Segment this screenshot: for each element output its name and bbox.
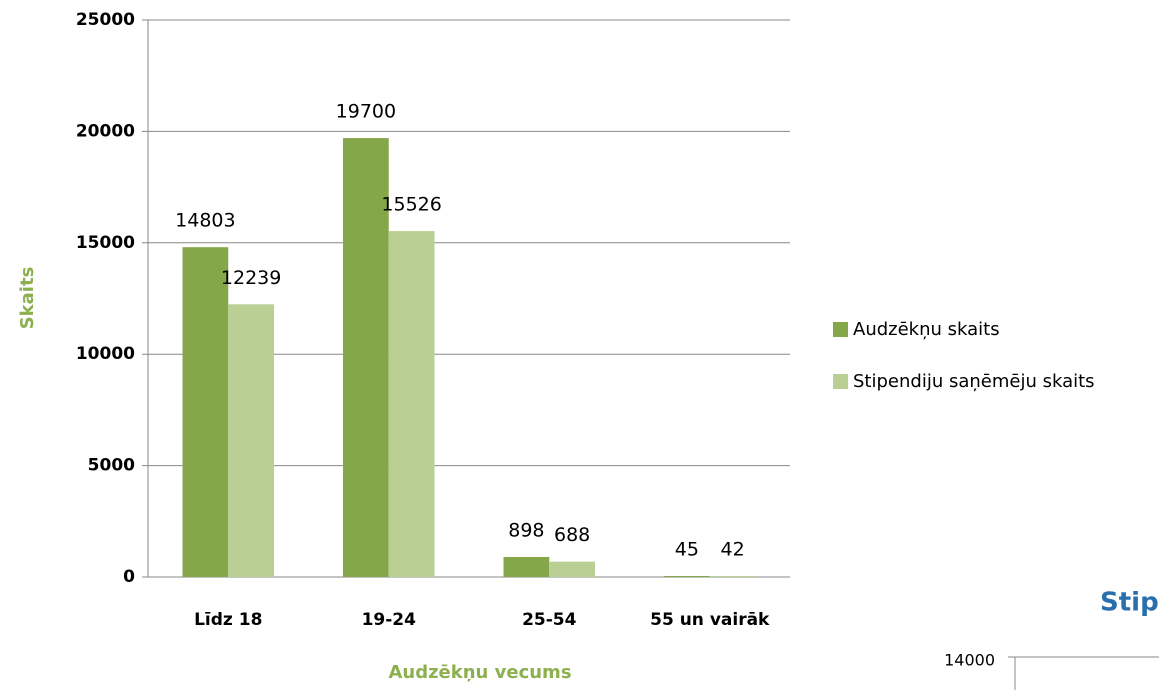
y-axis-title: Skaits	[17, 267, 38, 330]
y-tick-label: 15000	[76, 233, 135, 253]
x-tick-label: 55 un vairāk	[650, 610, 770, 630]
data-label: 14803	[175, 210, 235, 232]
bar	[709, 576, 756, 577]
y-tick-label: 25000	[76, 10, 135, 30]
legend-label: Stipendiju saņēmēju skaits	[853, 371, 1095, 392]
data-label: 45	[675, 538, 699, 560]
y-tick-label: 14000	[944, 651, 995, 670]
data-label: 15526	[381, 194, 441, 216]
bar	[503, 556, 550, 577]
bar	[664, 575, 710, 577]
data-label: 19700	[336, 101, 396, 123]
legend-label: Audzēkņu skaits	[853, 319, 1000, 340]
y-tick-label: 10000	[76, 344, 135, 364]
bar	[228, 304, 274, 577]
x-axis-title: Audzēkņu vecums	[388, 662, 571, 683]
y-tick-label: 0	[123, 567, 135, 587]
data-label: 688	[554, 524, 590, 546]
legend-swatch	[833, 374, 848, 389]
data-label: 12239	[221, 267, 281, 289]
data-label: 42	[721, 539, 745, 561]
y-tick-label: 5000	[88, 456, 135, 476]
bar	[549, 561, 595, 577]
chart-title: Stip	[1100, 588, 1159, 618]
x-tick-label: Līdz 18	[194, 610, 262, 630]
data-label: 898	[508, 519, 544, 541]
y-tick-label: 20000	[76, 121, 135, 141]
bar	[388, 231, 435, 577]
x-tick-label: 19-24	[362, 610, 417, 630]
x-tick-label: 25-54	[522, 610, 577, 630]
bar	[182, 247, 229, 578]
legend-swatch	[833, 322, 848, 337]
bar	[343, 138, 389, 578]
